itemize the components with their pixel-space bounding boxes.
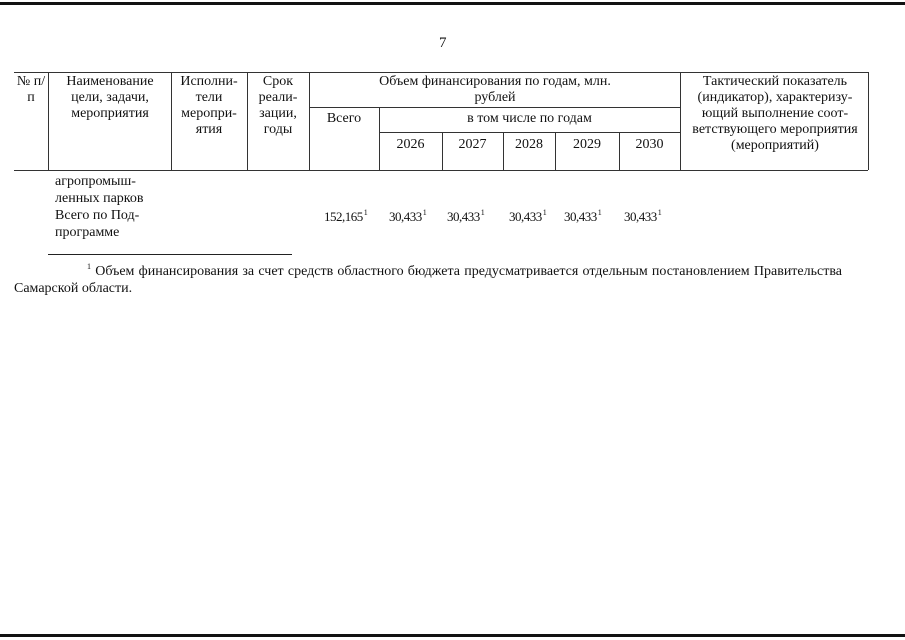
year-value: 30,4331 (447, 208, 485, 224)
header-year: 2028 (515, 137, 543, 152)
header-indicator: Тактический показатель (индикатор), хара… (692, 74, 858, 153)
header-name: Наименование цели, задачи, мероприятия (66, 74, 154, 121)
header-funding: Объем финансирования по годам, млн. рубл… (379, 74, 611, 105)
row-name: Всего по Под- (55, 208, 140, 223)
total-value: 152,1651 (324, 208, 368, 224)
year-value: 30,4331 (389, 208, 427, 224)
header-year: 2026 (396, 137, 425, 152)
year-value: 30,4331 (509, 208, 547, 224)
footnote-separator (48, 254, 292, 255)
header-term: Срок реали-зации, годы (258, 74, 298, 137)
bottom-rule (0, 634, 905, 637)
footnote: 1 Объем финансирования за счет средств о… (14, 258, 842, 297)
header-year: 2027 (458, 137, 487, 152)
footnote-text: Объем финансирования за счет средств обл… (14, 264, 842, 296)
top-rule (0, 2, 905, 5)
header-total: Всего (326, 111, 362, 126)
row-name: ленных парков (55, 191, 144, 206)
page-number: 7 (439, 35, 447, 51)
header-num: № п/п (16, 74, 46, 105)
footnote-mark: 1 (87, 262, 91, 271)
header-year: 2029 (573, 137, 601, 152)
header-by-years: в том числе по годам (467, 111, 592, 126)
year-value: 30,4331 (624, 208, 662, 224)
row-name: программе (55, 225, 120, 240)
year-value: 30,4331 (564, 208, 602, 224)
row-name: агропромыш- (55, 174, 136, 189)
header-year: 2030 (635, 137, 664, 152)
header-executors: Исполни-тели меропри-ятия (180, 74, 238, 137)
